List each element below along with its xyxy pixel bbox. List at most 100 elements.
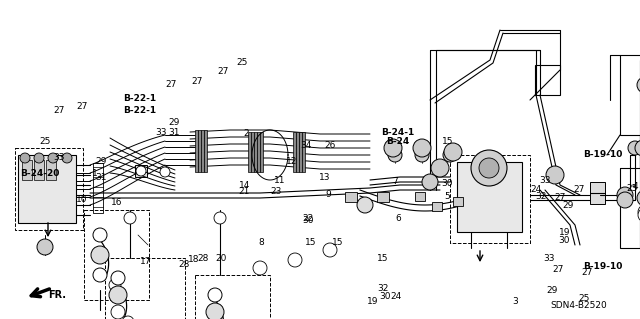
Bar [345,192,357,202]
Text: 15: 15 [332,238,344,247]
Bar [22,160,32,180]
Circle shape [628,141,640,155]
Text: 19: 19 [367,297,378,306]
Bar [18,155,76,223]
Bar [590,182,605,204]
Text: 33: 33 [543,254,555,263]
Bar [620,168,640,248]
Circle shape [444,143,462,161]
Text: 27: 27 [166,80,177,89]
Circle shape [93,268,107,282]
Text: 4: 4 [632,182,637,191]
Circle shape [214,212,226,224]
Text: 32: 32 [535,192,547,201]
Circle shape [443,148,457,162]
Bar [93,163,103,213]
Circle shape [422,174,438,190]
Circle shape [637,190,640,206]
Circle shape [48,153,58,163]
Text: 24: 24 [390,292,401,301]
Text: SDN4-B2520: SDN4-B2520 [550,300,607,309]
Text: 7: 7 [393,177,398,186]
Text: 27: 27 [76,102,88,111]
Text: 27: 27 [573,185,585,194]
Text: 27: 27 [217,67,228,76]
Circle shape [638,208,640,222]
Text: 25: 25 [578,294,589,303]
Text: 25: 25 [39,137,51,146]
Text: 31: 31 [95,173,107,182]
Circle shape [637,77,640,93]
Bar [296,132,299,172]
Text: 33: 33 [53,153,65,162]
Bar [450,155,530,243]
Text: 30: 30 [441,179,452,188]
Text: 18: 18 [188,256,199,264]
Text: 17: 17 [140,257,152,266]
Bar [302,132,305,172]
Bar [46,160,56,180]
Circle shape [384,139,402,157]
Circle shape [109,286,127,304]
Text: FR.: FR. [48,290,66,300]
Text: 20: 20 [215,254,227,263]
Circle shape [635,140,640,156]
Bar [457,162,522,232]
Text: 27: 27 [554,193,566,202]
Text: B-24-1: B-24-1 [381,128,415,137]
Bar [195,130,198,172]
Text: 32: 32 [377,284,388,293]
Circle shape [109,279,121,291]
Text: B-22-1: B-22-1 [123,106,156,115]
Text: 33: 33 [540,176,551,185]
Circle shape [471,150,507,186]
Bar [105,258,185,319]
Text: B-24: B-24 [387,137,410,146]
Text: 27: 27 [53,106,65,115]
Text: 22: 22 [303,214,314,223]
Bar [204,130,207,172]
Text: 26: 26 [324,141,335,150]
Circle shape [253,261,267,275]
Circle shape [122,316,134,319]
Text: B-24-20: B-24-20 [20,169,60,178]
Circle shape [413,139,431,157]
Circle shape [617,187,633,203]
Text: 28: 28 [198,254,209,263]
Text: B-19-10: B-19-10 [583,262,623,271]
Bar [257,132,260,172]
Text: 12: 12 [285,157,297,166]
Text: 15: 15 [377,254,388,263]
Circle shape [136,166,146,176]
Bar [195,275,270,319]
Circle shape [206,303,224,319]
Text: 31: 31 [168,128,180,137]
Text: 11: 11 [274,176,285,185]
Text: 29: 29 [95,157,107,166]
Text: 25: 25 [627,184,638,193]
Text: 29: 29 [563,201,574,210]
Circle shape [323,243,337,257]
Text: 6: 6 [396,214,401,223]
Bar [535,65,560,95]
Circle shape [431,159,449,177]
Circle shape [93,228,107,242]
Text: 15: 15 [442,137,454,146]
Text: 2: 2 [244,130,249,138]
Text: 16: 16 [111,198,122,207]
Text: 5: 5 [444,192,449,201]
Text: 30: 30 [303,216,314,225]
Bar [293,132,296,172]
Text: 8: 8 [259,238,264,247]
Text: 27: 27 [191,77,203,86]
Circle shape [208,288,222,302]
Bar [201,130,204,172]
Text: 28: 28 [179,260,190,269]
Circle shape [479,158,499,178]
Circle shape [357,197,373,213]
Text: 29: 29 [546,286,557,295]
Bar [453,197,463,206]
Text: 10: 10 [76,195,88,204]
Bar [198,130,201,172]
Text: 27: 27 [552,265,564,274]
